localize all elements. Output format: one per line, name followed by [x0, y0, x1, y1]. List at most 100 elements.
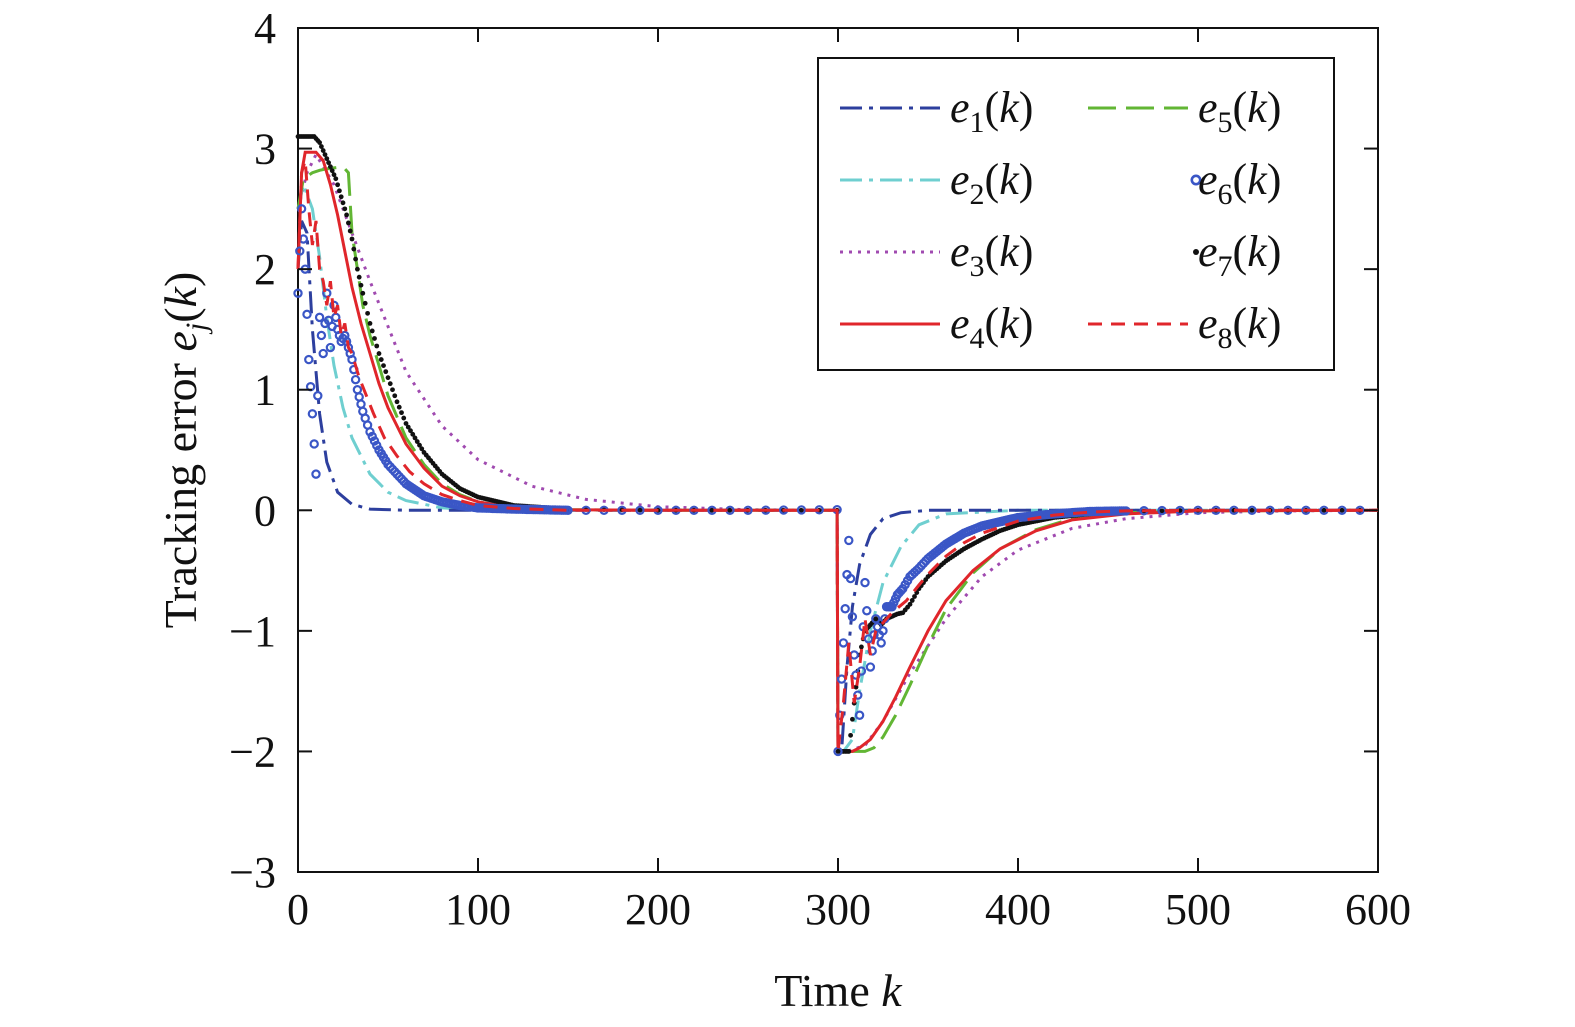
data-point-e7	[1159, 508, 1165, 514]
data-point-e7	[360, 290, 366, 296]
data-point-e6	[311, 469, 321, 479]
data-point-e7	[342, 206, 348, 212]
legend-item-e4: e4(k)	[840, 299, 1033, 355]
data-point-e6	[347, 354, 357, 365]
y-tick-label: −2	[229, 727, 276, 776]
data-point-e6	[847, 612, 858, 622]
data-point-e7	[912, 594, 917, 599]
data-point-e7	[387, 381, 393, 387]
x-tick-label: 100	[445, 885, 511, 934]
legend-label: e4(k)	[950, 299, 1033, 355]
data-point-e7	[369, 328, 375, 334]
data-point-e7	[414, 439, 420, 444]
data-point-e6	[854, 710, 865, 720]
data-point-e7	[417, 442, 422, 448]
legend-item-e3: e3(k)	[840, 227, 1033, 283]
data-point-e6	[307, 409, 318, 419]
data-point-e6	[313, 391, 323, 401]
data-point-e6	[856, 666, 867, 676]
y-tick-label: 3	[254, 125, 276, 174]
data-point-e7	[383, 369, 389, 375]
series-e6	[293, 204, 1365, 757]
data-point-e7	[317, 140, 322, 145]
x-tick-label: 600	[1345, 885, 1411, 934]
data-point-e6	[318, 348, 328, 359]
data-point-e7	[351, 246, 357, 252]
data-point-e7	[410, 431, 416, 437]
legend-label: e6(k)	[1198, 155, 1281, 211]
legend-item-e7: e7(k)	[1193, 227, 1281, 283]
data-point-e6	[298, 234, 309, 244]
data-point-e6	[796, 505, 807, 515]
data-point-e7	[358, 282, 364, 288]
legend-label: e5(k)	[1198, 83, 1281, 139]
legend-item-e5: e5(k)	[1088, 83, 1281, 139]
series-line-e8	[296, 160, 1378, 752]
data-point-e7	[329, 168, 335, 174]
data-point-e6	[878, 626, 888, 636]
legend-label: e1(k)	[950, 83, 1033, 139]
data-point-e7	[907, 601, 913, 607]
x-tick-label: 300	[805, 885, 871, 934]
data-point-e7	[324, 156, 330, 162]
y-axis-title: Tracking error ej(k)	[155, 272, 213, 629]
data-point-e7	[337, 188, 342, 194]
data-point-e7	[376, 351, 382, 356]
data-point-e6	[372, 440, 382, 451]
data-point-e6	[635, 505, 645, 515]
data-point-e7	[367, 321, 373, 326]
data-point-e6	[876, 638, 886, 648]
data-point-e7	[399, 410, 404, 416]
data-point-e7	[328, 164, 333, 170]
data-point-e7	[1321, 507, 1327, 513]
axis-titles: Time k Tracking error ej(k)	[155, 272, 903, 1016]
data-point-e7	[349, 236, 355, 242]
data-point-e7	[848, 732, 853, 738]
legend-label: e7(k)	[1198, 227, 1281, 283]
data-point-e7	[396, 404, 402, 410]
data-point-e7	[355, 266, 360, 272]
y-tick-label: 0	[254, 486, 276, 535]
data-point-e7	[347, 228, 353, 234]
x-tick-label: 400	[985, 885, 1051, 934]
data-point-e7	[319, 144, 324, 149]
series-e8	[296, 160, 1378, 752]
data-point-e6	[845, 573, 856, 584]
x-axis-title: Time k	[774, 965, 903, 1016]
data-point-e7	[353, 256, 358, 262]
data-point-e7	[331, 172, 337, 178]
data-point-e7	[333, 176, 339, 182]
legend-item-e1: e1(k)	[840, 83, 1033, 139]
data-point-e7	[1339, 507, 1345, 513]
data-point-e7	[346, 220, 351, 226]
data-point-e7	[1249, 507, 1255, 513]
data-point-e6	[302, 309, 312, 320]
data-point-e7	[338, 194, 344, 200]
y-tick-label: −3	[229, 848, 276, 897]
data-point-e7	[850, 716, 855, 722]
data-point-e7	[322, 152, 328, 158]
data-point-e7	[381, 363, 386, 368]
data-point-e7	[419, 446, 425, 452]
data-point-e7	[362, 300, 368, 306]
data-point-e7	[326, 160, 331, 166]
data-point-e6	[365, 427, 375, 437]
data-point-e6	[325, 342, 336, 353]
data-point-e7	[356, 274, 362, 280]
legend-box	[817, 57, 1335, 371]
data-point-e6	[849, 650, 859, 660]
legend-label: e3(k)	[950, 227, 1033, 283]
data-point-e7	[335, 182, 340, 188]
data-point-e7	[385, 375, 391, 381]
data-point-e7	[709, 507, 715, 513]
data-point-e6	[354, 392, 364, 402]
data-point-e7	[637, 507, 643, 513]
data-point-e7	[320, 148, 326, 153]
data-point-e7	[401, 415, 407, 421]
data-point-e6	[314, 312, 325, 323]
data-point-e7	[798, 507, 804, 513]
y-tick-label: 2	[254, 245, 276, 294]
legend-item-e8: e8(k)	[1088, 299, 1281, 355]
data-point-e6	[316, 330, 327, 341]
